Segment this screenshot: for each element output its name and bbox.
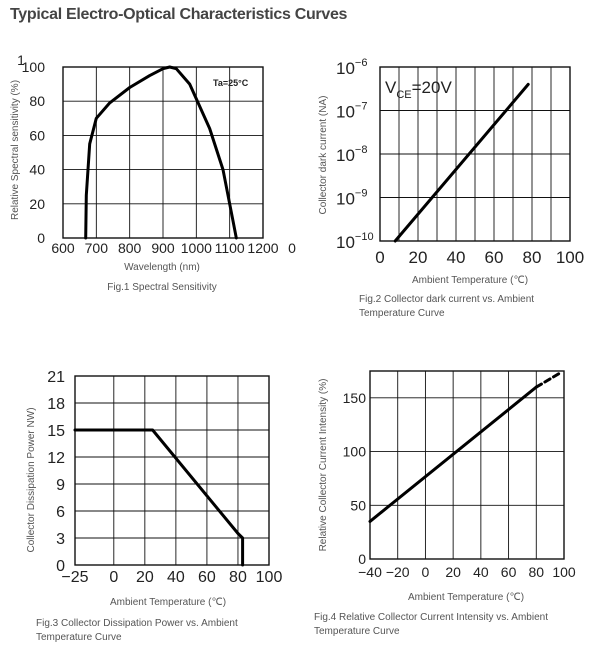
x-tick-label: 60 xyxy=(485,248,504,267)
y-tick-label: 80 xyxy=(29,93,45,109)
y-tick-label: 0 xyxy=(358,551,366,567)
x-tick-label: 20 xyxy=(409,248,428,267)
y-tick-label: 10−7 xyxy=(336,101,367,122)
x-tick-label: −40 xyxy=(358,564,382,580)
x-tick-label: 80 xyxy=(528,564,544,580)
y-tick-label: 0 xyxy=(37,230,45,246)
spectral-curve xyxy=(84,65,238,240)
figure-caption-line-1: Fig.3 Collector Dissipation Power vs. Am… xyxy=(36,618,238,629)
figure-caption: Fig.1 Spectral Sensitivity xyxy=(107,282,217,293)
y-tick-label: 12 xyxy=(47,450,65,467)
plot-frame xyxy=(369,370,565,560)
dark-current-line xyxy=(393,82,530,243)
y-tick-label: 10−8 xyxy=(336,144,367,165)
x-tick-label: −20 xyxy=(386,564,410,580)
page-title: Typical Electro-Optical Characteristics … xyxy=(10,6,348,23)
x-tick-label: 40 xyxy=(447,248,466,267)
x-tick-label: 80 xyxy=(229,569,247,586)
x-tick-label: 800 xyxy=(118,240,142,256)
relative-current-line xyxy=(368,385,538,523)
x-tick-label: 0 xyxy=(109,569,118,586)
y-tick-label: 6 xyxy=(56,504,65,521)
x-tick-label: 20 xyxy=(445,564,461,580)
y-tick-label: 18 xyxy=(47,396,65,413)
y-axis-title: Relative Spectral sensitivity (%) xyxy=(10,80,21,220)
x-axis-title: Ambient Temperature (℃) xyxy=(408,592,524,603)
x-tick-label: 0 xyxy=(422,564,430,580)
y-tick-label: 60 xyxy=(29,127,45,143)
x-axis-title: Wavelength (nm) xyxy=(124,262,200,273)
y-axis-title: Collector dark current (NA) xyxy=(318,96,329,215)
x-tick-label: 40 xyxy=(167,569,185,586)
y-tick-label: 0 xyxy=(56,558,65,575)
temperature-annotation: Ta=25°C xyxy=(213,78,249,88)
x-tick-label: 60 xyxy=(198,569,216,586)
y-tick-label: 100 xyxy=(343,444,367,460)
y-tick-label: 15 xyxy=(47,423,65,440)
x-tick-label: 600 xyxy=(51,240,75,256)
y-tick-label: 10−10 xyxy=(336,231,374,252)
x-tick-label: 100 xyxy=(552,564,576,580)
figure-caption-line-1: Fig.4 Relative Collector Current Intensi… xyxy=(314,612,548,623)
x-tick-label: 1200 xyxy=(247,240,278,256)
y-axis-title: Collector Dissipation Power NW) xyxy=(26,407,37,552)
vce-annotation: VCE=20V xyxy=(385,78,452,101)
x-tick-label: 900 xyxy=(151,240,175,256)
y-tick-label: 40 xyxy=(29,162,45,178)
x-axis-title: Ambient Temperature (℃) xyxy=(412,275,528,286)
x-tick-label: 100 xyxy=(256,569,283,586)
x-tick-label: 0 xyxy=(375,248,384,267)
y-tick-label: 3 xyxy=(56,531,65,548)
figure-caption-line-2: Temperature Curve xyxy=(314,626,400,637)
x-tick-label: 1000 xyxy=(181,240,212,256)
y-tick-label: 150 xyxy=(343,390,367,406)
dissipation-curve xyxy=(73,428,245,567)
plot-frame xyxy=(62,66,264,239)
x-tick-label: 80 xyxy=(523,248,542,267)
x-axis-title: Ambient Temperature (℃) xyxy=(110,597,226,608)
y-stray-label: 1 xyxy=(17,52,25,68)
y-tick-label: 100 xyxy=(22,59,46,75)
x-tick-label: 100 xyxy=(556,248,584,267)
x-tick-label: 700 xyxy=(85,240,109,256)
figure-caption-line-1: Fig.2 Collector dark current vs. Ambient xyxy=(359,294,534,305)
figure-caption-line-2: Temperature Curve xyxy=(359,308,445,319)
y-tick-label: 50 xyxy=(350,497,366,513)
figure-caption-line-2: Temperature Curve xyxy=(36,632,122,643)
x-stray-label: 0 xyxy=(288,240,296,256)
y-tick-label: 10−9 xyxy=(336,188,367,209)
relative-current-extrapolation xyxy=(534,371,562,389)
x-tick-label: 60 xyxy=(501,564,517,580)
x-tick-label: 40 xyxy=(473,564,489,580)
y-tick-label: 20 xyxy=(29,196,45,212)
y-axis-title: Relative Collector Current Intensity (%) xyxy=(318,379,329,552)
plot-frame xyxy=(74,375,270,566)
x-tick-label: −25 xyxy=(61,569,88,586)
x-tick-label: 20 xyxy=(136,569,154,586)
y-tick-label: 9 xyxy=(56,477,65,494)
y-tick-label: 21 xyxy=(47,369,65,386)
x-tick-label: 1100 xyxy=(215,240,245,256)
plot-frame xyxy=(379,66,571,242)
y-tick-label: 10−6 xyxy=(336,57,367,78)
